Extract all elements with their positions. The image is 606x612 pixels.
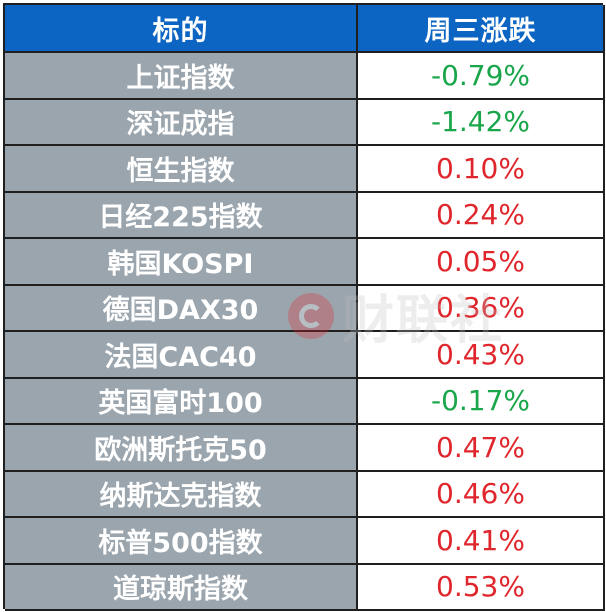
header-name: 标的: [5, 5, 358, 53]
row-name: 上证指数: [5, 53, 358, 100]
row-name: 恒生指数: [5, 146, 358, 193]
row-change: 0.47%: [358, 425, 605, 472]
row-name: 德国DAX30: [5, 285, 358, 332]
index-change-table: 标的 周三涨跌 上证指数 -0.79% 深证成指 -1.42% 恒生指数 0.1…: [3, 3, 605, 611]
row-change: 0.53%: [358, 564, 605, 611]
row-change: -1.42%: [358, 99, 605, 146]
row-name: 欧洲斯托克50: [5, 425, 358, 472]
header-change: 周三涨跌: [358, 5, 605, 53]
row-name: 标普500指数: [5, 518, 358, 565]
row-change: 0.24%: [358, 192, 605, 239]
row-name: 韩国KOSPI: [5, 239, 358, 286]
row-change: 0.41%: [358, 518, 605, 565]
row-change: 0.10%: [358, 146, 605, 193]
row-change: 0.05%: [358, 239, 605, 286]
row-name: 道琼斯指数: [5, 564, 358, 611]
row-change: 0.36%: [358, 285, 605, 332]
row-name: 纳斯达克指数: [5, 471, 358, 518]
row-name: 英国富时100: [5, 378, 358, 425]
row-change: 0.43%: [358, 332, 605, 379]
row-name: 日经225指数: [5, 192, 358, 239]
row-change: -0.79%: [358, 53, 605, 100]
row-name: 法国CAC40: [5, 332, 358, 379]
row-change: -0.17%: [358, 378, 605, 425]
row-name: 深证成指: [5, 99, 358, 146]
row-change: 0.46%: [358, 471, 605, 518]
